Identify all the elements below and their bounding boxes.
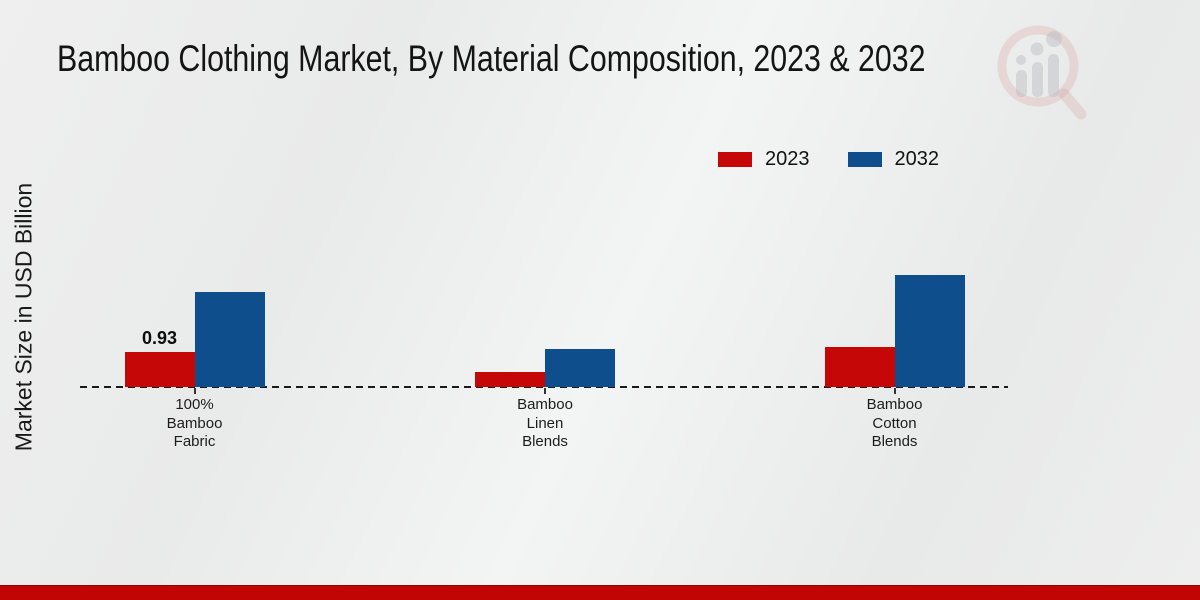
legend-item-2032: 2032	[847, 148, 940, 171]
legend-swatch-2032	[847, 152, 882, 167]
footer-bar	[0, 585, 1200, 600]
magnifier-bar-chart-logo-icon	[997, 25, 1087, 120]
bar-2032-100-bamboo-fabric	[194, 292, 265, 387]
x-axis-baseline	[80, 386, 1008, 388]
category-label-bamboo-cotton-blends: Bamboo Cotton Blends	[866, 396, 923, 450]
legend-label-2023: 2023	[765, 148, 810, 170]
legend-label-2032: 2032	[894, 148, 940, 170]
bar-2032-bamboo-linen-blends	[545, 349, 615, 387]
chart-title: Bamboo Clothing Market, By Material Comp…	[57, 38, 926, 79]
legend-item-2023: 2023	[718, 148, 810, 171]
legend-swatch-2023	[718, 152, 752, 167]
x-axis-tick	[544, 388, 546, 394]
bar-2023-bamboo-cotton-blends	[824, 347, 895, 387]
category-label-bamboo-linen-blends: Bamboo Linen Blends	[517, 396, 573, 450]
x-axis-tick	[893, 388, 896, 394]
category-label-100-bamboo-fabric: 100% Bamboo Fabric	[166, 396, 223, 450]
bar-2023-100-bamboo-fabric	[124, 351, 195, 387]
legend: 2023 2032	[718, 148, 939, 171]
x-axis-tick	[193, 388, 196, 394]
bar-2032-bamboo-cotton-blends	[894, 274, 965, 387]
bar-2023-bamboo-linen-blends	[475, 371, 545, 387]
bar-value-label: 0.93	[141, 327, 178, 348]
